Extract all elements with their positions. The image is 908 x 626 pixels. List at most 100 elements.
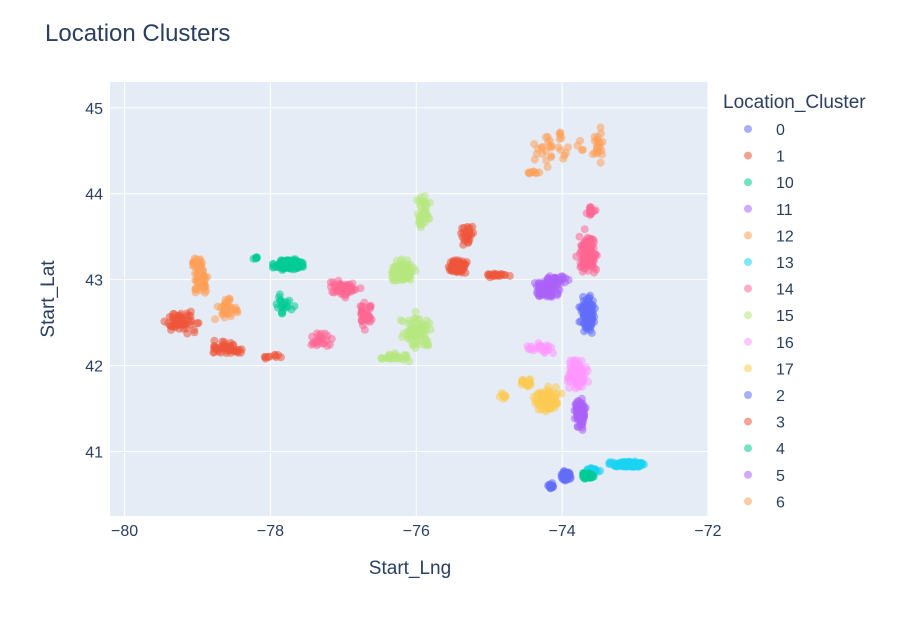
legend-marker [744,417,752,426]
legend-marker [744,311,752,320]
data-point [426,325,435,334]
series-6 [524,123,607,178]
data-point [399,329,408,338]
data-point [542,346,551,355]
series-5 [570,394,590,434]
data-point [414,218,423,227]
legend-item-12[interactable]: 12 [744,228,794,245]
legend-item-0[interactable]: 0 [744,122,785,139]
data-point [570,414,579,423]
data-point [167,325,176,334]
data-point [233,306,242,315]
data-point [551,383,560,392]
series-1 [160,222,514,357]
data-point [194,319,203,327]
y-tick-label: 45 [85,101,103,118]
legend-marker [744,231,752,240]
data-points [160,123,648,493]
legend-marker [744,125,752,133]
data-point [366,302,374,311]
legend-item-16[interactable]: 16 [744,335,794,352]
legend-item-14[interactable]: 14 [744,282,794,299]
data-point [411,307,420,316]
data-point [275,293,283,302]
data-point [362,312,371,321]
legend-item-17[interactable]: 17 [744,361,794,378]
legend-marker [744,178,752,187]
series-10 [249,253,308,318]
data-point [420,341,429,350]
x-tick-label: −74 [549,523,576,540]
legend-marker [744,364,752,373]
legend-item-1[interactable]: 1 [744,149,785,166]
data-point [588,259,597,268]
legend-label: 15 [776,308,794,325]
legend-item-6[interactable]: 6 [744,494,785,511]
data-point [178,315,187,324]
data-point [491,271,500,280]
legend-marker [744,337,752,346]
data-point [197,258,206,267]
legend-label: 17 [776,361,794,378]
data-point [554,143,563,152]
data-point [290,302,299,311]
data-point [590,268,599,277]
y-axis-ticks: 41 42 43 44 45 [85,101,103,462]
data-point [529,346,537,355]
data-point [624,461,633,469]
data-point [420,206,429,215]
data-point [415,321,424,330]
x-axis-ticks: −80 −78 −76 −74 −72 [111,523,722,540]
data-point [573,141,582,150]
plot-background [110,82,708,516]
data-point [460,236,469,245]
legend-item-3[interactable]: 3 [744,415,785,432]
data-point [561,149,570,158]
x-tick-label: −80 [111,523,138,540]
series-17 [495,375,566,416]
data-point [546,484,555,493]
data-point [583,303,592,312]
data-point [580,264,589,273]
data-point [359,302,368,311]
legend-marker [744,258,752,266]
legend-label: 16 [776,335,794,352]
legend-label: 0 [776,122,785,139]
y-axis-label: Start_Lat [38,260,59,338]
data-point [402,353,411,362]
data-point [544,290,553,299]
y-tick-label: 44 [85,187,103,204]
data-point [524,380,533,389]
data-point [580,225,589,234]
data-point [529,393,538,402]
data-point [565,383,574,392]
legend-item-5[interactable]: 5 [744,468,785,485]
data-point [293,261,302,269]
data-point [532,169,541,178]
series-11 [530,272,573,301]
series-0 [575,291,599,337]
legend-item-15[interactable]: 15 [744,308,794,325]
legend-item-10[interactable]: 10 [744,175,794,192]
series-16 [523,339,593,393]
data-point [404,316,413,325]
legend-title: Location_Cluster [723,92,866,113]
data-point [547,142,556,151]
legend-marker [744,391,752,399]
data-point [535,341,544,350]
data-point [197,272,206,281]
legend-item-13[interactable]: 13 [744,255,794,272]
data-point [555,285,564,294]
data-point [592,149,601,158]
legend-label: 12 [776,228,794,245]
legend-item-4[interactable]: 4 [744,441,785,458]
data-point [580,238,589,247]
legend-label: 6 [776,494,785,511]
data-point [577,419,586,428]
legend[interactable]: 0 1 10 11 12 13 14 15 16 17 2 3 4 5 6 [744,122,794,511]
data-point [183,329,192,338]
data-point [564,276,573,284]
legend-label: 2 [776,388,785,405]
legend-item-2[interactable]: 2 [744,388,785,405]
legend-item-11[interactable]: 11 [744,202,793,219]
